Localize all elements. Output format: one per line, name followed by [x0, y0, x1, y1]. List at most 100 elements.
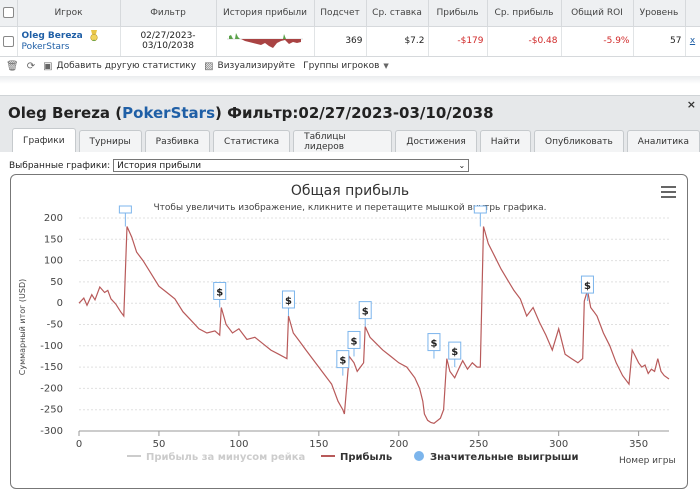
header-filter[interactable]: Фильтр: [120, 0, 217, 27]
table-header-row: Игрок Фильтр История прибыли Подсчет Ср.…: [0, 0, 700, 27]
tab-leaderboards[interactable]: Таблицы лидеров: [293, 130, 393, 152]
player-cell: Oleg Bereza PokerStars: [17, 26, 121, 57]
profit-chart-svg[interactable]: Общая прибыль Чтобы увеличить изображени…: [11, 175, 688, 489]
legend-label-profit: Прибыль: [340, 451, 392, 463]
big-win-label: $: [430, 339, 437, 350]
header-profit[interactable]: Прибыль: [428, 0, 488, 27]
header-avg-profit[interactable]: Ср. прибыль: [487, 0, 562, 27]
y-axis-ticks: 200 150 100 50 0 -50 -100 -150 -200 -250 -300: [40, 213, 63, 437]
big-win-flag: [281, 290, 295, 309]
select-all-checkbox[interactable]: [2, 7, 14, 19]
chart-selector-row: Выбранные графики: История прибыли ⌄: [9, 159, 470, 172]
filter-end: 03/10/2038: [142, 41, 194, 51]
header-roi[interactable]: Общий ROI: [561, 0, 634, 27]
player-groups-dropdown[interactable]: Группы игроков ▼: [303, 61, 389, 71]
filter-cell: 02/27/2023- 03/10/2038: [120, 26, 217, 57]
header-select[interactable]: [0, 0, 18, 27]
big-win-marker[interactable]: $: [427, 333, 441, 359]
big-win-label: $: [362, 307, 369, 318]
y-tick-label: -200: [40, 383, 63, 394]
header-count[interactable]: Подсчет: [314, 0, 367, 27]
chart-subtitle: Чтобы увеличить изображение, кликните и …: [153, 203, 546, 213]
panel-tabs: Графики Турниры Разбивка Статистика Табл…: [12, 128, 700, 152]
tab-charts[interactable]: Графики: [12, 128, 76, 152]
x-tick-label: 200: [389, 439, 408, 450]
panel-title-site[interactable]: PokerStars: [122, 104, 216, 122]
big-win-marker[interactable]: [118, 205, 132, 227]
big-win-marker[interactable]: $: [281, 290, 295, 316]
big-win-marker[interactable]: [473, 205, 487, 227]
legend-label-big-wins: Значительные выигрыши: [430, 452, 579, 463]
panel-title: Oleg Bereza (PokerStars) Фильтр:02/27/20…: [8, 104, 494, 122]
menu-icon[interactable]: [661, 186, 676, 198]
profit-history-cell[interactable]: [216, 26, 315, 57]
player-name-link[interactable]: Oleg Bereza: [21, 31, 83, 41]
chart-selector-label: Выбранные графики:: [9, 160, 111, 171]
x-tick-label: 300: [549, 439, 568, 450]
tab-breakdown[interactable]: Разбивка: [144, 130, 211, 152]
columns-icon: ▣: [43, 60, 53, 72]
legend-item-profit[interactable]: Прибыль: [321, 451, 392, 463]
big-win-marker[interactable]: $: [580, 275, 594, 302]
profit-chart[interactable]: Общая прибыль Чтобы увеличить изображени…: [10, 174, 688, 489]
tab-publish[interactable]: Опубликовать: [534, 130, 624, 152]
y-axis-label: Суммарный итог (USD): [18, 279, 27, 376]
header-avg-stake[interactable]: Ср. ставка: [366, 0, 429, 27]
add-stats-label: Добавить другую статистику: [56, 61, 197, 71]
header-profit-history[interactable]: История прибыли: [216, 0, 315, 27]
tab-analytics[interactable]: Аналитика: [626, 130, 700, 152]
table-toolbar: 🗑 ⟳ ▣ Добавить другую статистику ▨ Визуа…: [0, 57, 700, 75]
roi-value: -5.9%: [561, 26, 634, 57]
y-tick-label: -50: [47, 320, 63, 331]
menu-icon-bar: [661, 186, 676, 188]
big-win-marker[interactable]: $: [347, 330, 361, 357]
legend-item-rake[interactable]: Прибыль за минусом рейка: [127, 451, 305, 463]
chart-legend: Прибыль за минусом рейка Прибыль Значите…: [127, 451, 579, 463]
chart-selector[interactable]: История прибыли ⌄: [113, 159, 470, 172]
player-site-link[interactable]: PokerStars: [21, 42, 70, 52]
refresh-icon[interactable]: ⟳: [26, 60, 36, 72]
y-tick-label: -300: [40, 426, 63, 437]
table-row: Oleg Bereza PokerStars 02/27/2023- 03/10…: [0, 26, 700, 57]
remove-row-link[interactable]: x: [689, 36, 696, 46]
x-tick-label: 250: [469, 439, 488, 450]
x-tick-label: 350: [629, 439, 648, 450]
image-icon: ▨: [204, 60, 214, 72]
big-win-marker[interactable]: $: [336, 350, 350, 376]
header-player[interactable]: Игрок: [17, 0, 121, 27]
avg-stake-value: $7.2: [366, 26, 429, 57]
y-tick-label: 100: [44, 256, 63, 267]
big-win-marker[interactable]: $: [213, 281, 227, 308]
big-win-label: $: [339, 356, 346, 367]
x-tick-label: 50: [153, 439, 166, 450]
tab-find[interactable]: Найти: [479, 130, 532, 152]
y-tick-label: 200: [44, 213, 63, 224]
big-win-marker[interactable]: $: [448, 341, 462, 368]
tab-content: Выбранные графики: История прибыли ⌄ Общ…: [0, 152, 700, 495]
header-level[interactable]: Уровень: [633, 0, 686, 27]
big-win-marker[interactable]: $: [358, 301, 372, 327]
panel-title-filter: ) Фильтр:02/27/2023-03/10/2038: [215, 104, 494, 122]
tab-statistics[interactable]: Статистика: [213, 130, 291, 152]
chevron-down-icon: ⌄: [458, 161, 466, 170]
tab-achievements[interactable]: Достижения: [395, 130, 477, 152]
close-icon[interactable]: ×: [686, 98, 696, 111]
legend-item-big-wins[interactable]: Значительные выигрыши: [414, 451, 579, 463]
profit-value: -$179: [428, 26, 488, 57]
row-select[interactable]: [0, 26, 18, 57]
visualize-button[interactable]: ▨ Визуализируйте: [204, 61, 295, 72]
big-win-label: $: [216, 287, 223, 298]
visualize-label: Визуализируйте: [217, 61, 296, 71]
row-checkbox[interactable]: [3, 35, 14, 47]
divider: [0, 76, 700, 84]
big-win-flag: [336, 350, 350, 369]
trash-icon[interactable]: 🗑: [6, 60, 19, 72]
player-groups-label: Группы игроков: [303, 61, 380, 71]
header-blank: [685, 0, 700, 27]
tab-tournaments[interactable]: Турниры: [78, 130, 142, 152]
y-tick-label: -100: [40, 341, 63, 352]
level-value: 57: [633, 26, 686, 57]
profit-sparkline[interactable]: [225, 30, 305, 50]
big-win-flag: [358, 301, 372, 320]
add-stats-button[interactable]: ▣ Добавить другую статистику: [43, 61, 196, 72]
